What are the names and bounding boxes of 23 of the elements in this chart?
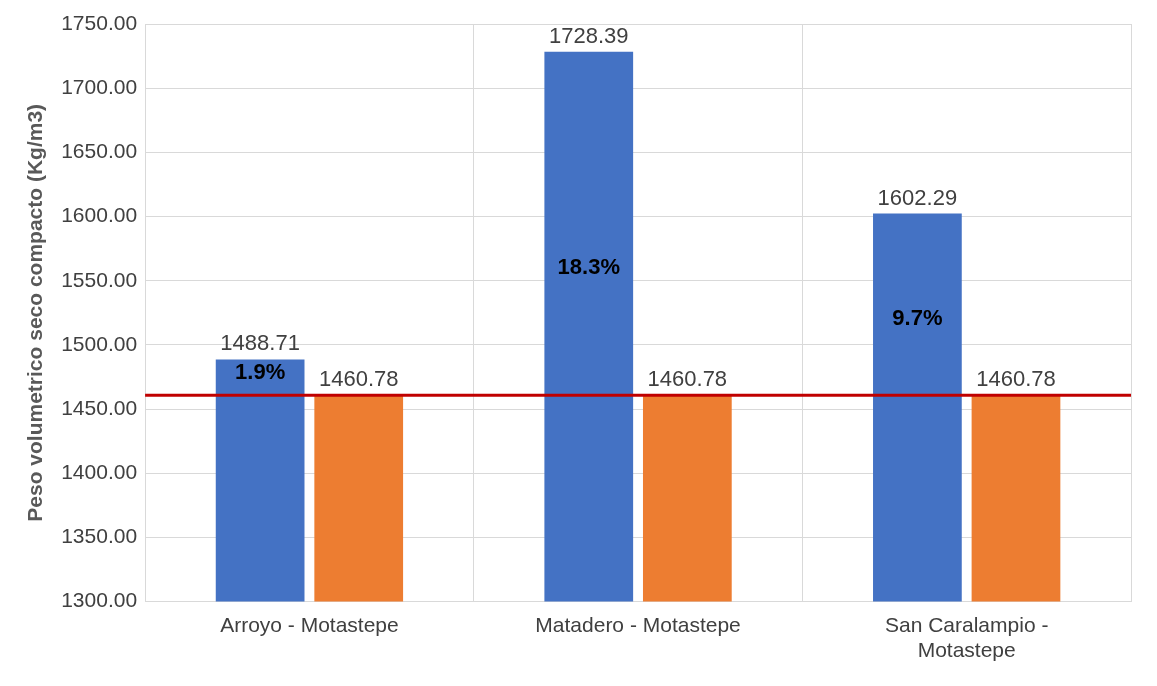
annotation: 1.9% [235,359,286,385]
y-tick-label: 1350.00 [61,524,138,548]
data-label: 1460.78 [318,366,399,392]
y-tick-label: 1450.00 [61,395,138,419]
data-label: 1728.39 [548,22,629,48]
data-label: 1460.78 [647,366,728,392]
x-tick-label: Arroyo - Motastepe [220,613,399,636]
y-tick-label: 1300.00 [61,588,138,612]
annotation: 18.3% [557,253,620,279]
y-tick-label: 1550.00 [61,267,138,291]
y-tick-label: 1400.00 [61,460,138,484]
y-tick-label: 1600.00 [61,203,138,227]
data-label: 1488.71 [220,330,300,356]
data-label: 1460.78 [976,366,1056,392]
annotation: 9.7% [892,305,943,331]
y-tick-label: 1750.00 [61,10,138,34]
x-tick-label: Matadero - Motastepe [535,613,741,636]
y-axis-title: Peso volumetrico seco compacto (Kg/m3) [23,103,47,522]
y-tick-label: 1650.00 [61,139,138,163]
x-tick-label: San Caralampio - Motastepe [884,613,1049,662]
y-tick-label: 1500.00 [61,331,138,355]
y-tick-label: 1700.00 [61,74,138,98]
data-label: 1602.29 [877,184,958,210]
